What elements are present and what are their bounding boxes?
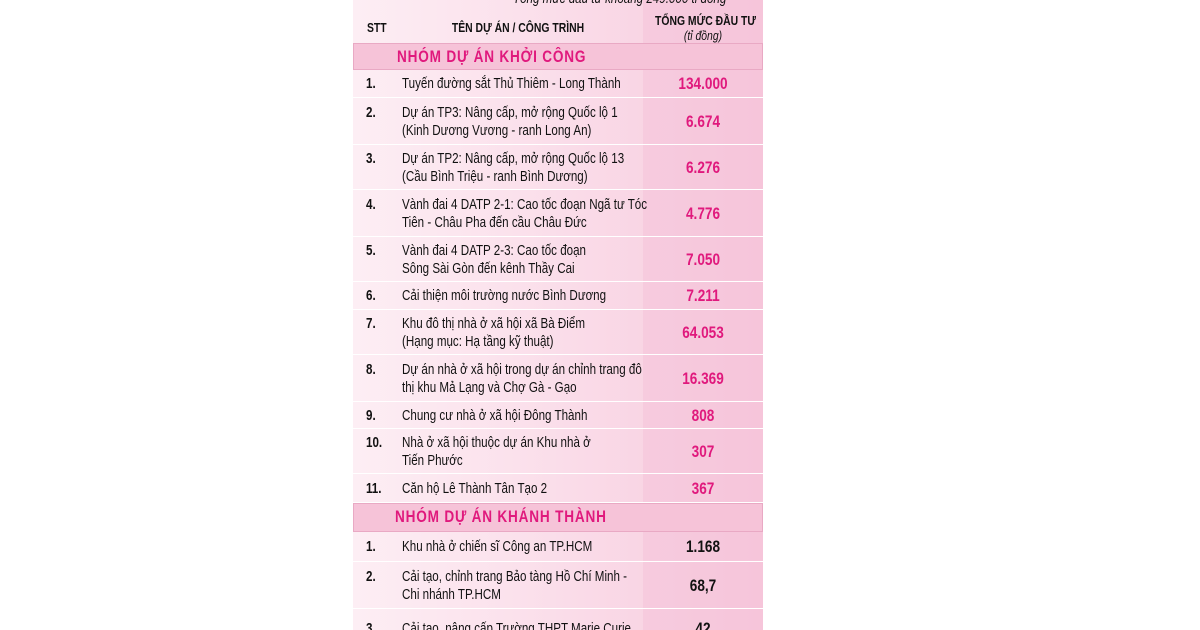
row-value: 6.674	[685, 111, 721, 131]
row-separator	[353, 502, 763, 503]
row-separator	[353, 236, 763, 237]
row-name: Chi nhánh TP.HCM	[402, 586, 501, 603]
row-value: 134.000	[678, 74, 728, 93]
row-stt: 6.	[366, 288, 376, 304]
row-name: thị khu Mả Lạng và Chợ Gà - Gạo	[402, 379, 577, 396]
row-value: 4.776	[685, 203, 721, 223]
row-stt: 2.	[366, 568, 376, 585]
row-stt: 4.	[366, 196, 376, 213]
row-name: Dự án nhà ở xã hội trong dự án chỉnh tra…	[402, 361, 642, 378]
header-unit: (tỉ đồng)	[683, 28, 723, 43]
row-separator	[353, 473, 763, 474]
row-value: 42	[695, 619, 711, 630]
row-name: (Hạng mục: Hạ tầng kỹ thuật)	[402, 333, 554, 350]
group-title: NHÓM DỰ ÁN KHÁNH THÀNH	[395, 507, 607, 526]
row-name: Sông Sài Gòn đến kênh Thầy Cai	[402, 260, 575, 277]
row-name: Tiên - Châu Pha đến cầu Châu Đức	[402, 214, 587, 231]
row-stt: 1.	[366, 76, 376, 92]
header-value: TỔNG MỨC ĐẦU TƯ	[655, 13, 757, 28]
row-name: Khu đô thị nhà ở xã hội xã Bà Điểm	[402, 315, 586, 332]
row-stt: 7.	[366, 315, 376, 332]
row-name: Dự án TP3: Nâng cấp, mở rộng Quốc lộ 1	[402, 104, 618, 121]
row-name: (Cầu Bình Triệu - ranh Bình Dương)	[402, 168, 588, 185]
row-value: 7.211	[686, 286, 720, 305]
row-name: Tiến Phước	[402, 452, 463, 469]
row-name: Chung cư nhà ở xã hội Đông Thành	[402, 407, 588, 424]
row-name: (Kinh Dương Vương - ranh Long An)	[402, 122, 592, 139]
group-header	[353, 43, 763, 70]
row-stt: 1.	[366, 539, 376, 555]
row-name: Nhà ở xã hội thuộc dự án Khu nhà ở	[402, 434, 591, 451]
row-value: 808	[691, 405, 715, 425]
row-name: Vành đai 4 DATP 2-1: Cao tốc đoạn Ngã tư…	[402, 196, 648, 213]
group-title: NHÓM DỰ ÁN KHỞI CÔNG	[397, 47, 587, 66]
row-stt: 2.	[366, 104, 376, 121]
row-name: Cải tạo, nâng cấp Trường THPT Marie Curi…	[402, 621, 631, 630]
row-stt: 3.	[366, 150, 376, 167]
row-separator	[353, 144, 763, 145]
row-value: 1.168	[685, 537, 721, 556]
subtitle: Tổng mức đầu tư khoảng 249.000 tỉ đồng	[513, 0, 726, 8]
row-separator	[353, 281, 763, 282]
row-name: Cải tạo, chỉnh trang Bảo tàng Hồ Chí Min…	[402, 568, 628, 585]
row-stt: 10.	[366, 434, 383, 451]
row-stt: 9.	[366, 407, 376, 424]
row-value: 367	[691, 478, 715, 498]
row-name: Tuyến đường sắt Thủ Thiêm - Long Thành	[402, 76, 621, 92]
row-stt: 3.	[366, 621, 376, 630]
row-name: Căn hộ Lê Thành Tân Tạo 2	[402, 480, 548, 497]
row-separator	[353, 189, 763, 190]
row-separator	[353, 561, 763, 562]
row-name: Cải thiện môi trường nước Bình Dương	[402, 288, 607, 304]
row-value: 307	[691, 441, 715, 461]
row-separator	[353, 401, 763, 402]
group-header	[353, 503, 763, 532]
row-value: 16.369	[682, 368, 724, 388]
table: Tổng mức đầu tư khoảng 249.000 tỉ đồng ST…	[353, 0, 763, 630]
row-value: 64.053	[682, 322, 724, 342]
row-separator	[353, 354, 763, 355]
row-value: 68,7	[689, 575, 717, 595]
row-stt: 5.	[366, 242, 376, 259]
row-separator	[353, 309, 763, 310]
row-name: Khu nhà ở chiến sĩ Công an TP.HCM	[402, 539, 593, 555]
row-separator	[353, 97, 763, 98]
row-stt: 11.	[366, 480, 382, 497]
row-separator	[353, 428, 763, 429]
value-column	[643, 0, 763, 630]
row-stt: 8.	[366, 361, 376, 378]
row-value: 6.276	[685, 157, 721, 177]
row-name: Vành đai 4 DATP 2-3: Cao tốc đoạn	[402, 242, 586, 259]
row-separator	[353, 608, 763, 609]
header-name: TÊN DỰ ÁN / CÔNG TRÌNH	[451, 20, 585, 35]
row-name: Dự án TP2: Nâng cấp, mở rộng Quốc lộ 13	[402, 150, 625, 167]
header-stt: STT	[367, 20, 387, 35]
row-value: 7.050	[685, 249, 721, 269]
